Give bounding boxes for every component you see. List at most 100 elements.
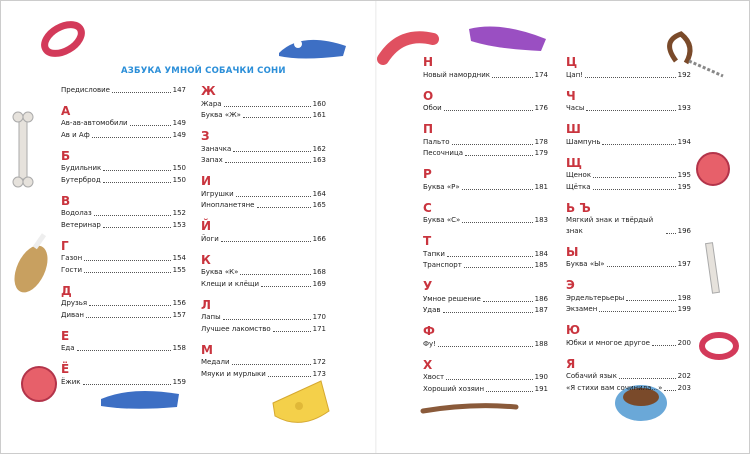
bone [704,242,721,294]
dot-leader [261,285,311,287]
entry-title: Буква «Ж» [201,111,241,119]
toc-entry: Песочница 179 [423,148,548,160]
page-number: 179 [534,149,548,157]
toc-section: Щ Щенок 195 Щётка 195 [566,156,691,193]
toc-section: Ю Юбки и многое другое 200 [566,323,691,349]
toc-entry: Фу! 188 [423,338,548,350]
dot-leader [86,316,171,318]
page-number: 168 [312,268,326,276]
toc-column: Ц Цап! 192 Ч Часы 193 Ш Шампунь 194 Щ Щенок 195 Щётк… [566,55,691,402]
entry-title: Ёжик [61,377,81,386]
entry-title: Клещи и клёщи [201,279,260,288]
entry-title: Еда [61,344,75,352]
entry-title: Буква «Ы» [566,260,605,268]
toc-section: Г Газон 154 Гости 155 [61,239,186,276]
toc-entry: Хороший хозяин 191 [423,383,548,395]
entry-title: Удав [423,306,441,314]
drumstick [14,233,48,293]
entry-title: Фу! [423,339,436,348]
toc-section: Л Лапы 170 Лучшее лакомство 171 [201,298,326,335]
page-number: 150 [172,164,186,172]
entry-title: Буква «К» [201,268,239,276]
entry-title: Хороший хозяин [423,384,485,393]
section-letter: М [201,342,213,357]
page-number: 171 [312,324,326,333]
slipper [101,390,179,409]
entry-title: Экзамен [566,305,598,313]
section-letter: С [423,200,432,215]
entry-title: Ав и Аф [61,130,90,139]
dot-leader [233,150,311,152]
entry-title: Заначка [201,144,232,153]
dot-leader [592,188,676,190]
dot-leader [222,319,311,320]
page-number: 186 [534,294,548,303]
entry-title: Друзья [61,299,88,307]
entry-title: Ветеринар [61,220,101,229]
toc-entry: Буква «Р» 181 [423,181,548,193]
page-number: 187 [534,306,548,314]
leash [667,31,724,78]
entry-title: «Я стихи вам сочинила...» [566,383,663,392]
dot-leader [231,364,311,365]
section-letter: И [201,174,212,188]
page-number: 178 [534,137,548,146]
entry-title: Щётка [566,182,591,191]
page-number: 162 [312,144,326,153]
entry-title: Цап! [566,70,584,79]
entry-title: Жара [201,99,222,108]
page-number: 153 [172,220,186,229]
section-letter: Г [61,238,69,253]
page-number: 165 [312,201,326,209]
entry-title: Обои [423,104,442,112]
sausage [377,31,439,65]
page-number: 149 [172,130,186,139]
toc-entry: Ветеринар 153 [61,219,186,231]
dot-leader [84,260,171,261]
page-number: 164 [312,189,326,198]
entry-title: Водолаз [61,209,92,217]
page-number: 196 [677,226,691,235]
page-number: 170 [312,313,326,321]
page-number: 181 [534,182,548,191]
toc-entry: Буква «Ж» 161 [201,110,326,122]
page-number: 158 [172,344,186,352]
dot-leader [593,177,676,178]
toc-entry: Жара 160 [201,98,326,110]
toc-entry: Пальто 178 [423,136,548,148]
entry-title: Пальто [423,137,450,146]
toc-entry: Мягкий знак и твёрдый знак 196 [566,215,691,237]
stick [420,403,519,414]
dot-leader [618,378,676,379]
section-letter: Х [423,357,433,372]
dot-leader [585,76,676,78]
toc-entry: Мяуки и мурлыки 173 [201,368,326,380]
toc-section: Ч Часы 193 [566,89,691,115]
page-number: 149 [172,119,186,127]
toc-section: Ф Фу! 188 [423,324,548,350]
section-letter: Й [201,219,212,233]
toc-entry: Транспорт 185 [423,260,548,272]
dot-leader [462,222,533,223]
toc-section: С Буква «С» 183 [423,201,548,227]
entry-title: Йоги [201,234,219,243]
section-letter: Н [423,55,434,69]
section-letter: Я [566,356,576,371]
toc-section: Й Йоги 166 [201,219,326,245]
toc-entry: Игрушки 164 [201,188,326,200]
dot-leader [93,215,171,216]
page-number: 161 [312,111,326,119]
page-number: 169 [312,279,326,288]
section-letter: О [423,88,434,103]
toc-entry: Будильник 150 [61,163,186,175]
toc-section: Р Буква «Р» 181 [423,167,548,193]
page-number: 188 [534,339,548,348]
dot-leader [240,274,311,275]
entry-title: Гости [61,265,83,274]
dot-leader [482,300,533,302]
toc-entry: Собачий язык 202 [566,371,691,383]
toc-entry: Экзамен 199 [566,304,691,316]
section-letter: Ю [566,323,581,337]
toc-title: АЗБУКА УМНОЙ СОБАЧКИ СОНИ [121,66,286,76]
page-number: 191 [534,384,548,393]
